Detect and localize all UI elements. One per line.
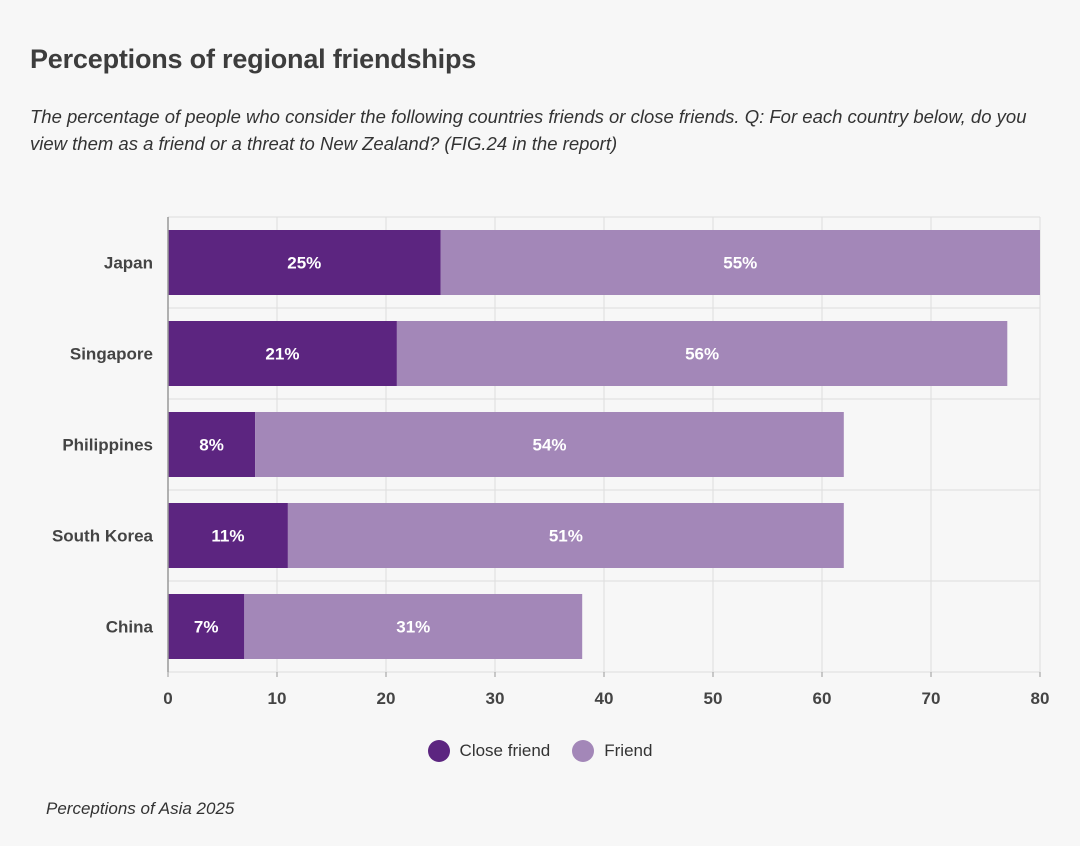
data-label: 55%: [723, 254, 757, 273]
bar-chart: 25% 55% Japan 21% 56% Singapore 8% 54% Philippin…: [52, 216, 1050, 708]
category-label: South Korea: [52, 527, 154, 546]
bar-friend: [255, 412, 844, 477]
legend-item-close-friend: Close friend: [427, 740, 551, 762]
bar-close-friend: [168, 594, 245, 659]
data-label: 21%: [265, 345, 299, 364]
x-tick-label: 30: [486, 689, 505, 708]
data-label: 51%: [549, 527, 583, 546]
x-tick-label: 50: [704, 689, 723, 708]
bar-friend: [396, 321, 1008, 386]
legend: Close friend Friend: [0, 740, 1080, 762]
chart-title: Perceptions of regional friendships: [30, 44, 477, 74]
x-tick-label: 80: [1031, 689, 1050, 708]
x-tick-label: 20: [377, 689, 396, 708]
category-label: China: [106, 618, 154, 637]
x-tick-label: 40: [595, 689, 614, 708]
x-tick-label: 60: [813, 689, 832, 708]
bar-friend: [244, 594, 583, 659]
bar-close-friend: [168, 321, 397, 386]
x-tick-label: 10: [268, 689, 287, 708]
legend-label-close-friend: Close friend: [459, 741, 551, 760]
legend-item-friend: Friend: [572, 740, 652, 762]
bar-friend: [287, 503, 844, 568]
data-label: 54%: [532, 436, 566, 455]
bar-close-friend: [168, 230, 441, 295]
chart-subtitle: The percentage of people who consider th…: [30, 106, 1027, 154]
legend-label-friend: Friend: [604, 741, 653, 760]
data-label: 31%: [396, 618, 430, 637]
data-label: 25%: [287, 254, 321, 273]
legend-swatch-friend: [572, 740, 595, 762]
legend-swatch-close-friend: [427, 740, 450, 762]
bar-close-friend: [168, 412, 256, 477]
x-tick-label: 70: [922, 689, 941, 708]
category-label: Japan: [104, 254, 153, 273]
data-label: 11%: [211, 527, 244, 546]
data-label: 56%: [685, 345, 719, 364]
bar-friend: [440, 230, 1040, 295]
category-label: Singapore: [70, 345, 153, 364]
source-note: Perceptions of Asia 2025: [46, 799, 235, 818]
category-label: Philippines: [62, 436, 153, 455]
data-label: 8%: [199, 436, 224, 455]
data-label: 7%: [194, 618, 219, 637]
bar-close-friend: [168, 503, 288, 568]
x-tick-label: 0: [163, 689, 172, 708]
